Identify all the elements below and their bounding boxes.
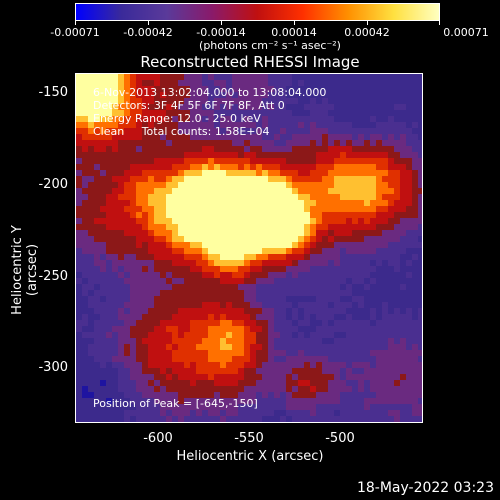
date-stamp: 18-May-2022 03:23 — [356, 480, 494, 496]
y-tick-label: -250 — [38, 269, 68, 284]
heatmap — [76, 74, 422, 422]
colorbar — [75, 3, 440, 21]
colorbar-tick-label: -0.00042 — [123, 26, 173, 39]
rhessi-image — [75, 73, 423, 423]
energy-range-text: Energy Range: 12.0 - 25.0 keV — [93, 112, 261, 125]
colorbar-tick-label: 0.00014 — [271, 26, 317, 39]
peak-position-text: Position of Peak = [-645,-150] — [93, 397, 258, 410]
colorbar-units: (photons cm⁻² s⁻¹ asec⁻²) — [199, 39, 341, 52]
time-range-text: 6-Nov-2013 13:02:04.000 to 13:08:04.000 — [93, 86, 327, 99]
colorbar-tick-mark — [294, 20, 295, 25]
x-tick-label: -600 — [143, 431, 173, 446]
y-axis-label: Heliocentric Y (arcsec) — [10, 225, 40, 315]
y-tick-label: -150 — [38, 85, 68, 100]
colorbar-tick-label: -0.00071 — [50, 26, 100, 39]
colorbar-tick-label: 0.00071 — [443, 26, 489, 39]
colorbar-tick-mark — [148, 20, 149, 25]
colorbar-tick-label: -0.00014 — [196, 26, 246, 39]
image-title: Reconstructed RHESSI Image — [140, 53, 360, 71]
y-tick-label: -300 — [38, 360, 68, 375]
colorbar-tick-mark — [439, 20, 440, 25]
y-tick-label: -200 — [38, 177, 68, 192]
colorbar-tick-mark — [75, 20, 76, 25]
x-tick-label: -550 — [234, 431, 264, 446]
detectors-text: Detectors: 3F 4F 5F 6F 7F 8F, Att 0 — [93, 99, 285, 112]
colorbar-tick-label: 0.00042 — [344, 26, 390, 39]
x-axis-label: Heliocentric X (arcsec) — [176, 449, 324, 464]
colorbar-tick-mark — [367, 20, 368, 25]
colorbar-tick-mark — [221, 20, 222, 25]
x-tick-label: -500 — [325, 431, 355, 446]
clean-counts-text: Clean Total counts: 1.58E+04 — [93, 125, 270, 138]
